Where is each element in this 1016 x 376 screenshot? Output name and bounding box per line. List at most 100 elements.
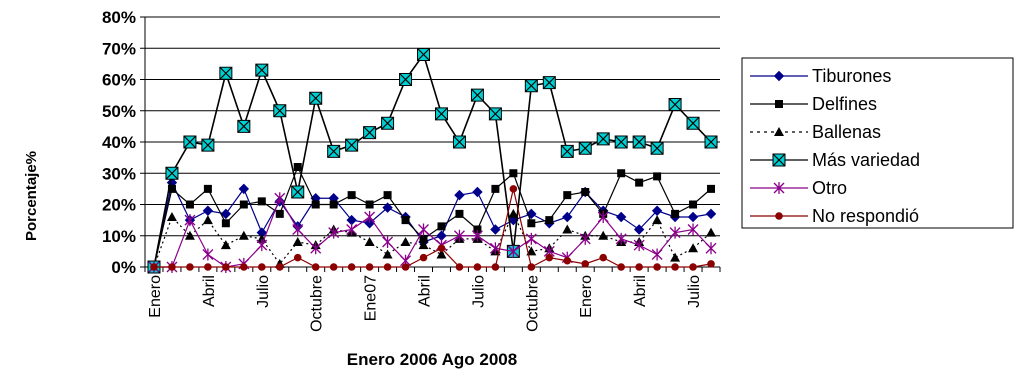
data-point: [347, 191, 356, 200]
data-point-cross: [614, 135, 628, 149]
x-tick-label: Enero: [578, 275, 595, 318]
series-delfines: [149, 163, 716, 271]
data-point: [419, 234, 428, 243]
y-tick-label: 80%: [102, 8, 136, 27]
data-point-cross: [686, 116, 700, 130]
data-point: [238, 230, 249, 240]
legend-label: Más variedad: [812, 150, 920, 170]
data-point: [401, 263, 410, 271]
x-tick-label: Julio: [255, 275, 272, 308]
data-point: [689, 263, 697, 271]
data-point: [329, 200, 338, 209]
x-tick-label: Julio: [686, 275, 703, 308]
data-point-cross: [399, 73, 412, 86]
data-point: [773, 70, 785, 82]
data-point: [203, 184, 212, 193]
data-point: [617, 263, 625, 271]
data-point: [581, 188, 590, 196]
data-point-cross: [560, 144, 574, 158]
data-point-cross: [291, 185, 305, 199]
y-axis: 0% 10% 20% 30% 40% 50% 60% 70% 80%: [102, 8, 146, 277]
data-point: [563, 191, 572, 200]
x-tick-label: Abril: [632, 275, 649, 307]
data-point: [689, 200, 698, 209]
data-point-cross: [632, 135, 646, 149]
data-point-cross: [273, 104, 287, 118]
data-point: [150, 263, 158, 271]
legend-label: Delfines: [812, 94, 877, 114]
gridlines: [145, 16, 720, 237]
data-point: [221, 219, 230, 228]
data-point-cross: [596, 132, 610, 146]
data-point: [419, 253, 428, 262]
data-point: [707, 184, 716, 193]
legend-label: Ballenas: [812, 122, 881, 142]
y-tick-label: 50%: [102, 102, 136, 121]
y-tick-label: 60%: [102, 71, 136, 90]
series-no-respondi-: [150, 185, 715, 271]
data-point-cross: [650, 141, 664, 155]
y-tick-label: 0%: [111, 258, 136, 277]
data-point: [527, 263, 536, 271]
data-point: [509, 169, 518, 178]
data-point-cross: [255, 63, 269, 77]
data-point: [652, 215, 663, 225]
data-point-cross: [524, 79, 538, 93]
data-point: [202, 205, 214, 216]
legend-label: Otro: [812, 178, 847, 198]
data-point: [454, 189, 465, 201]
data-point: [653, 263, 661, 271]
data-point: [257, 263, 266, 271]
series-group: [147, 48, 718, 274]
data-point: [671, 209, 680, 218]
data-point-cross: [435, 107, 448, 121]
data-point-cross: [453, 135, 466, 149]
data-point-cross: [165, 166, 179, 180]
data-point-cross: [772, 153, 786, 167]
series-otro: [148, 192, 717, 273]
data-point: [615, 211, 627, 223]
data-point: [184, 230, 195, 240]
data-point: [617, 169, 626, 178]
y-tick-label: 40%: [102, 133, 136, 152]
legend-item: Más variedad: [750, 150, 920, 170]
data-point: [775, 100, 783, 108]
x-tick-label: Octubre: [309, 275, 326, 332]
data-point: [222, 263, 230, 271]
data-point: [275, 263, 284, 271]
data-point: [688, 243, 699, 253]
data-point: [490, 224, 501, 235]
data-point: [168, 263, 176, 271]
data-point-cross: [309, 91, 323, 105]
data-point: [383, 263, 392, 271]
legend: Tiburones Delfines Ballenas Más variedad Otr…: [741, 57, 1014, 229]
data-point: [167, 184, 176, 193]
data-point-cross: [668, 98, 682, 111]
data-point: [256, 233, 267, 243]
series-ballenas: [148, 208, 717, 271]
data-point: [545, 216, 554, 225]
data-point-cross: [381, 116, 395, 130]
data-point: [293, 163, 302, 171]
legend-item: Tiburones: [750, 66, 891, 86]
data-point: [545, 253, 554, 262]
data-point: [635, 263, 643, 271]
data-point: [311, 200, 320, 209]
data-point: [491, 184, 500, 193]
data-point: [186, 263, 194, 271]
data-point: [687, 211, 699, 223]
data-point: [166, 212, 177, 221]
x-tick-label: Octubre: [524, 275, 541, 332]
data-point: [562, 224, 573, 234]
data-point: [365, 263, 374, 271]
legend-item: No respondió: [750, 206, 919, 226]
y-tick-label: 30%: [102, 164, 136, 183]
series-line: [153, 165, 712, 268]
data-point: [670, 252, 681, 262]
series-tiburones: [148, 177, 717, 273]
data-point: [455, 263, 464, 271]
data-point: [707, 260, 715, 268]
data-point: [527, 219, 536, 228]
x-tick-label: Ene07: [363, 275, 380, 321]
